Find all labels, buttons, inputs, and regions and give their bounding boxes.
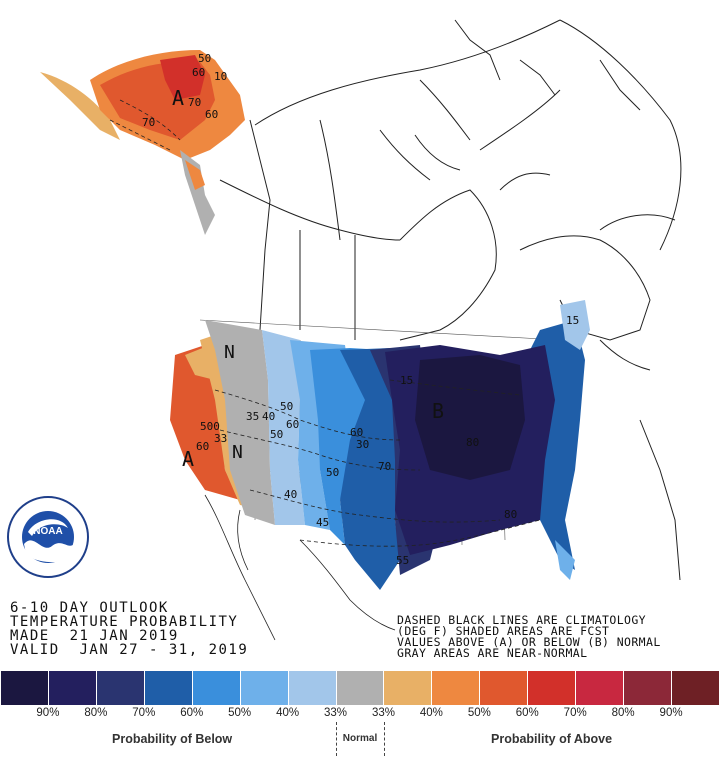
contour-label: 50 — [280, 400, 293, 413]
california-above-label: A — [182, 447, 194, 471]
legend-percent-label: 90% — [36, 707, 60, 719]
legend-percent-label: 50% — [467, 707, 491, 719]
noaa-logo: NOAA — [7, 496, 89, 578]
legend-percent-label: 70% — [132, 707, 156, 719]
made-date: MADE 21 JAN 2019 — [10, 628, 179, 644]
contour-label: 50 — [198, 52, 211, 65]
legend-swatch — [671, 671, 719, 705]
contour-label: 60 — [192, 66, 205, 79]
above-caption: Probability of Above — [491, 732, 613, 746]
normal-separator-right — [384, 722, 385, 756]
contour-label: 40 — [262, 410, 275, 423]
legend-percent-label: 33% — [324, 707, 348, 719]
mexico-outline — [204, 494, 396, 641]
noaa-logo-text: NOAA — [33, 526, 62, 537]
legend-swatch — [143, 671, 193, 705]
legend-percent-label: 80% — [84, 707, 108, 719]
contour-label: 45 — [316, 516, 329, 529]
contour-label: 60 — [286, 418, 299, 431]
legend-swatch — [287, 671, 337, 705]
conus-shaded-regions: B N N A — [170, 300, 590, 590]
contour-label: 15 — [566, 314, 579, 327]
contour-label: 70 — [188, 96, 201, 109]
legend-swatch — [527, 671, 577, 705]
valid-dates: VALID JAN 27 - 31, 2019 — [10, 642, 249, 658]
contour-label: 35 — [246, 410, 259, 423]
note-line: DASHED BLACK LINES ARE CLIMATOLOGY — [397, 613, 647, 627]
contour-label: 80 — [504, 508, 517, 521]
contour-label: 55 — [396, 554, 409, 567]
legend-swatch — [0, 671, 49, 705]
contour-label: 30 — [356, 438, 369, 451]
contour-labels: 50 60 10 70 60 70 35 40 50 60 50 500 60 … — [142, 52, 579, 567]
legend-swatch — [623, 671, 673, 705]
contour-label: 80 — [466, 436, 479, 449]
contour-label: 500 — [200, 420, 220, 433]
legend-percent-label: 33% — [371, 707, 395, 719]
legend-percent-label: 50% — [228, 707, 252, 719]
legend-swatch — [47, 671, 97, 705]
legend-swatch — [95, 671, 145, 705]
alaska-above-label: A — [172, 86, 184, 110]
central-below-label: B — [432, 399, 444, 423]
outlook-subtitle: TEMPERATURE PROBABILITY — [10, 614, 239, 630]
contour-label: 15 — [400, 374, 413, 387]
outlook-title: 6-10 DAY OUTLOOK — [10, 600, 169, 616]
contour-label: 70 — [378, 460, 391, 473]
contour-label: 10 — [214, 70, 227, 83]
contour-label: 60 — [196, 440, 209, 453]
normal-separator-left — [336, 722, 337, 756]
west-normal-label: N — [224, 342, 235, 363]
legend-percent-label: 40% — [419, 707, 443, 719]
probability-legend-bar — [0, 671, 719, 705]
note-line: (DEG F) SHADED AREAS ARE FCST — [397, 624, 610, 638]
legend-swatch — [239, 671, 289, 705]
below-caption: Probability of Below — [112, 732, 233, 746]
outlook-map: A B N N A — [40, 19, 682, 641]
legend-swatch — [575, 671, 625, 705]
normal-caption: Normal — [342, 733, 378, 744]
contour-label: 40 — [284, 488, 297, 501]
climatology-contours — [109, 99, 541, 547]
legend-swatch — [335, 671, 385, 705]
legend-percent-label: 40% — [276, 707, 300, 719]
canada-outline — [219, 19, 682, 581]
contour-label: 60 — [350, 426, 363, 439]
legend-swatch — [431, 671, 481, 705]
legend-swatch — [479, 671, 529, 705]
contour-label: 60 — [205, 108, 218, 121]
legend-percent-label: 70% — [563, 707, 587, 719]
legend-percent-label: 80% — [611, 707, 635, 719]
contour-label: 70 — [142, 116, 155, 129]
legend-percent-label: 60% — [180, 707, 204, 719]
contour-label: 50 — [270, 428, 283, 441]
alaska-above-region: A — [40, 50, 245, 235]
legend-swatch — [191, 671, 241, 705]
legend-percent-label: 90% — [659, 707, 683, 719]
nevada-normal-label: N — [232, 442, 243, 463]
legend-percent-label: 60% — [515, 707, 539, 719]
contour-label: 33 — [214, 432, 227, 445]
note-line: GRAY AREAS ARE NEAR-NORMAL — [397, 646, 588, 660]
contour-label: 50 — [326, 466, 339, 479]
legend-swatch — [383, 671, 433, 705]
note-line: VALUES ABOVE (A) OR BELOW (B) NORMAL — [397, 635, 661, 649]
